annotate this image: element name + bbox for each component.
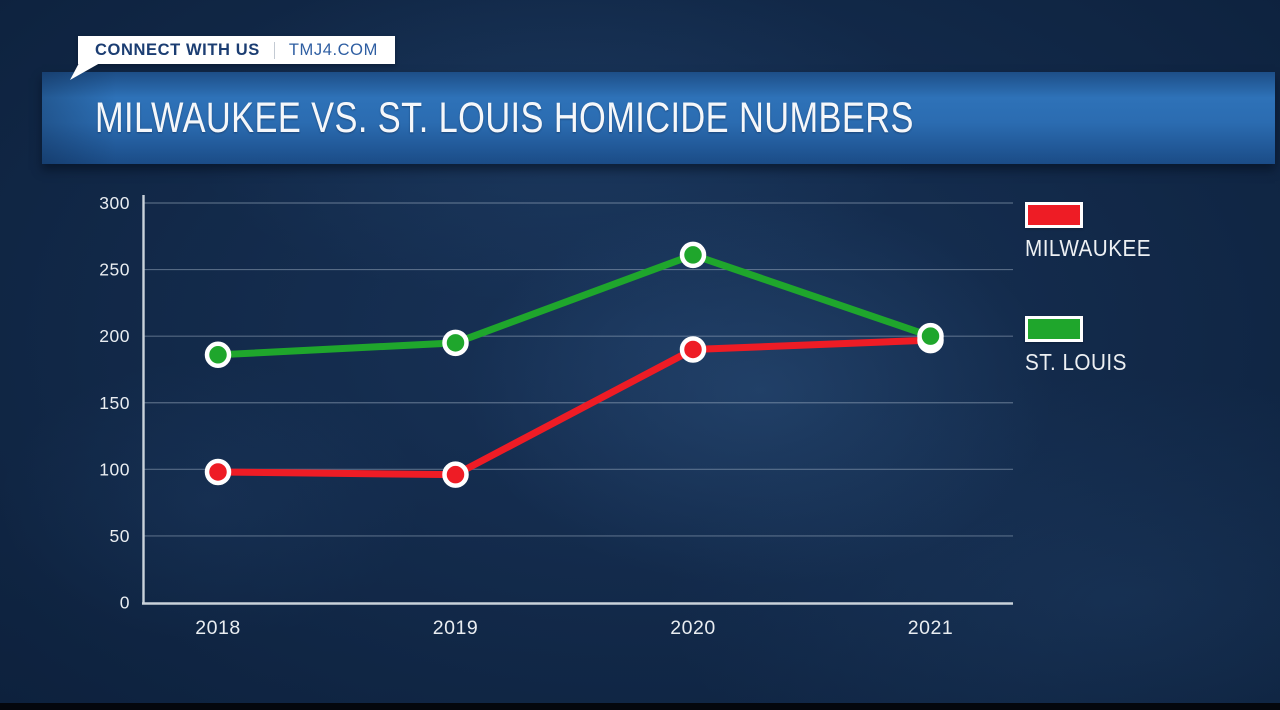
y-tick-label-250: 250 [99, 260, 130, 280]
point-milwaukee-2019 [442, 461, 469, 488]
x-tick-label-2021: 2021 [908, 617, 953, 639]
legend-item-milwaukee: MILWAUKEE [1025, 202, 1165, 262]
tmj4-site-label: TMJ4.COM [288, 40, 378, 59]
headline-bar: MILWAUKEE VS. ST. LOUIS HOMICIDE NUMBERS [42, 72, 1275, 164]
point-milwaukee-2018 [204, 458, 232, 486]
st-louis-legend-label: ST. LOUIS [1025, 349, 1127, 375]
legend-item-st-louis: ST. LOUIS [1025, 316, 1165, 376]
y-tick-label-200: 200 [99, 326, 130, 346]
y-tick-label-50: 50 [110, 526, 130, 546]
letterbox-bar [0, 703, 1280, 710]
y-tick-label-150: 150 [99, 393, 130, 413]
headline-title: MILWAUKEE VS. ST. LOUIS HOMICIDE NUMBERS [95, 93, 914, 142]
series-line-milwaukee [214, 336, 934, 479]
st-louis-color-swatch [1025, 316, 1083, 342]
y-tick-label-100: 100 [99, 459, 130, 479]
x-tick-label-2020: 2020 [670, 617, 715, 639]
point-st-louis-2020 [679, 241, 707, 269]
banner-divider [273, 41, 275, 59]
connect-with-us-label: CONNECT WITH US [95, 40, 260, 59]
connect-banner: CONNECT WITH US TMJ4.COM [70, 36, 395, 80]
y-tick-label-300: 300 [99, 193, 130, 213]
chart-legend: MILWAUKEE ST. LOUIS [1025, 202, 1165, 376]
x-tick-label-2019: 2019 [433, 617, 478, 639]
series-line-st-louis [214, 251, 934, 359]
milwaukee-color-swatch [1025, 202, 1083, 228]
x-tick-label-2018: 2018 [195, 617, 240, 639]
milwaukee-legend-label: MILWAUKEE [1025, 235, 1151, 261]
point-st-louis-2018 [204, 341, 232, 369]
point-st-louis-2021 [917, 322, 944, 350]
point-st-louis-2019 [442, 329, 469, 357]
point-milwaukee-2020 [679, 336, 707, 363]
y-tick-label-0: 0 [120, 593, 130, 613]
